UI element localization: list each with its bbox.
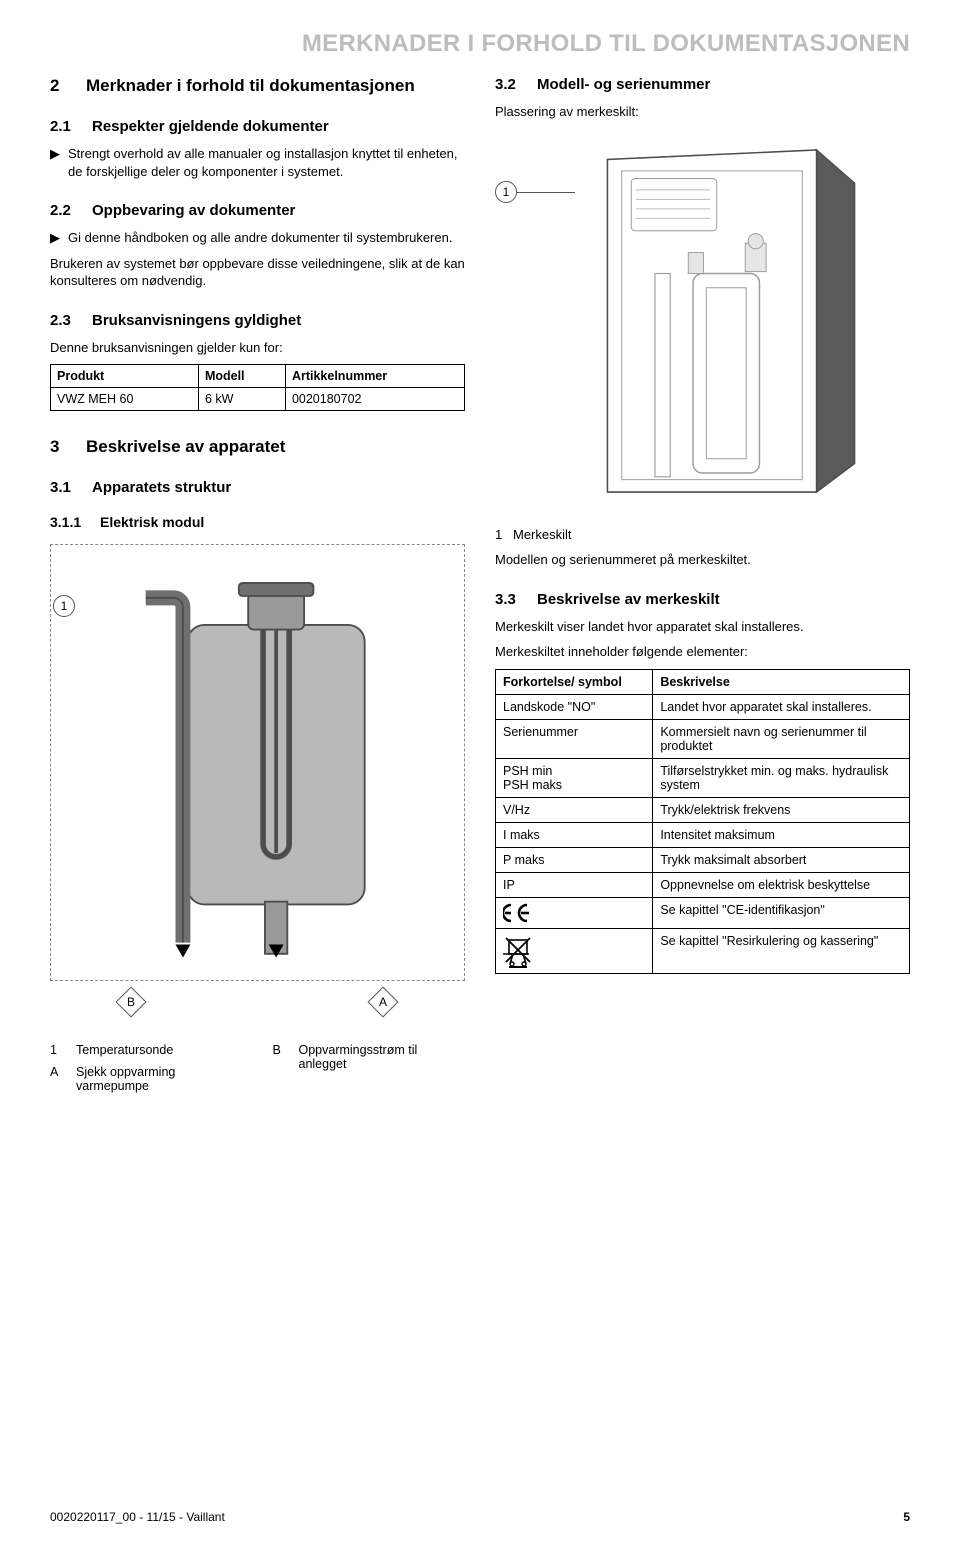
figure-ab-labels: B A [120, 991, 394, 1013]
table-cell: Serienummer [496, 719, 653, 758]
page-header: MERKNADER I FORHOLD TIL DOKUMENTASJONEN [50, 30, 910, 58]
triangle-icon: ▶ [50, 229, 68, 247]
electric-module-svg [61, 555, 454, 965]
weee-bin-icon [503, 934, 645, 968]
h3-text: Oppbevaring av dokumenter [92, 202, 295, 219]
table-row: V/HzTrykk/elektrisk frekvens [496, 797, 910, 822]
h3-text: Respekter gjeldende dokumenter [92, 118, 329, 135]
table-cell: VWZ MEH 60 [51, 388, 199, 411]
table-cell: Trykk/elektrisk frekvens [653, 797, 910, 822]
paragraph: Modellen og serienummeret på merkeskilte… [495, 551, 910, 569]
table-header: Forkortelse/ symbol [496, 669, 653, 694]
legend-item: 1Merkeskilt [495, 526, 910, 544]
h3-num: 3.3 [495, 591, 537, 608]
table-row: Se kapittel "CE-identifikasjon" [496, 897, 910, 928]
h2-text: Merknader i forhold til dokumentasjonen [86, 76, 415, 96]
section-3-heading: 3 Beskrivelse av apparatet [50, 437, 465, 457]
h4-text: Elektrisk modul [100, 514, 204, 530]
figure-legend: 1Temperatursonde ASjekk oppvarming varme… [50, 1043, 465, 1101]
table-cell: PSH min PSH maks [496, 758, 653, 797]
table-cell: Trykk maksimalt absorbert [653, 847, 910, 872]
footer-doc-id: 0020220117_00 - 11/15 - Vaillant [50, 1510, 225, 1524]
device-svg [495, 131, 910, 511]
table-cell: Kommersielt navn og serienummer til prod… [653, 719, 910, 758]
section-2-3-heading: 2.3 Bruksanvisningens gyldighet [50, 312, 465, 329]
table-row: IPOppnevnelse om elektrisk beskyttelse [496, 872, 910, 897]
table-header: Artikkelnummer [285, 365, 464, 388]
table-row: Landskode "NO"Landet hvor apparatet skal… [496, 694, 910, 719]
table-cell [496, 897, 653, 928]
table-row: PSH min PSH maksTilførselstrykket min. o… [496, 758, 910, 797]
paragraph: Plassering av merkeskilt: [495, 103, 910, 121]
ce-mark-icon [503, 903, 645, 923]
section-3-2-heading: 3.2 Modell- og serienummer [495, 76, 910, 93]
table-row: I maksIntensitet maksimum [496, 822, 910, 847]
h3-text: Bruksanvisningens gyldighet [92, 312, 301, 329]
table-row: SerienummerKommersielt navn og serienumm… [496, 719, 910, 758]
h3-text: Beskrivelse av merkeskilt [537, 591, 720, 608]
table-cell: Oppnevnelse om elektrisk beskyttelse [653, 872, 910, 897]
legend-item: BOppvarmingsstrøm til anlegget [273, 1043, 466, 1071]
footer-page-number: 5 [903, 1510, 910, 1524]
h3-text: Modell- og serienummer [537, 76, 710, 93]
table-cell: Landskode "NO" [496, 694, 653, 719]
h3-num: 2.3 [50, 312, 92, 329]
table-cell: I maks [496, 822, 653, 847]
h2-text: Beskrivelse av apparatet [86, 437, 285, 457]
table-row: P maksTrykk maksimalt absorbert [496, 847, 910, 872]
table-row: Se kapittel "Resirkulering og kassering" [496, 928, 910, 973]
device-figure: 1 [495, 131, 910, 516]
bullet-item: ▶ Gi denne håndboken og alle andre dokum… [50, 229, 465, 247]
section-2-2-heading: 2.2 Oppbevaring av dokumenter [50, 202, 465, 219]
table-cell: Landet hvor apparatet skal installeres. [653, 694, 910, 719]
nameplate-table: Forkortelse/ symbol Beskrivelse Landskod… [495, 669, 910, 974]
section-3-1-1-heading: 3.1.1 Elektrisk modul [50, 514, 465, 530]
section-2-1-heading: 2.1 Respekter gjeldende dokumenter [50, 118, 465, 135]
table-cell: Se kapittel "CE-identifikasjon" [653, 897, 910, 928]
table-cell: 0020180702 [285, 388, 464, 411]
paragraph: Merkeskiltet inneholder følgende element… [495, 643, 910, 661]
h3-num: 3.1 [50, 479, 92, 496]
bullet-text: Strengt overhold av alle manualer og ins… [68, 145, 465, 180]
legend-item: 1Temperatursonde [50, 1043, 243, 1057]
table-cell [496, 928, 653, 973]
table-cell: Se kapittel "Resirkulering og kassering" [653, 928, 910, 973]
table-header: Produkt [51, 365, 199, 388]
callout-1: 1 [495, 181, 517, 203]
table-cell: IP [496, 872, 653, 897]
electric-module-figure: 1 [50, 544, 465, 981]
h3-text: Apparatets struktur [92, 479, 231, 496]
table-cell: Tilførselstrykket min. og maks. hydrauli… [653, 758, 910, 797]
paragraph: Brukeren av systemet bør oppbevare disse… [50, 255, 465, 290]
table-cell: 6 kW [198, 388, 285, 411]
h3-num: 2.2 [50, 202, 92, 219]
bullet-text: Gi denne håndboken og alle andre dokumen… [68, 229, 452, 247]
table-row: VWZ MEH 60 6 kW 0020180702 [51, 388, 465, 411]
callout-line [517, 192, 575, 193]
table-header: Modell [198, 365, 285, 388]
h2-num: 3 [50, 437, 86, 457]
label-b-icon: B [115, 987, 146, 1018]
table-cell: V/Hz [496, 797, 653, 822]
section-3-1-heading: 3.1 Apparatets struktur [50, 479, 465, 496]
table-cell: Intensitet maksimum [653, 822, 910, 847]
triangle-icon: ▶ [50, 145, 68, 180]
label-a-icon: A [367, 987, 398, 1018]
table-header: Beskrivelse [653, 669, 910, 694]
paragraph: Merkeskilt viser landet hvor apparatet s… [495, 618, 910, 636]
h3-num: 2.1 [50, 118, 92, 135]
legend-item: ASjekk oppvarming varmepumpe [50, 1065, 243, 1093]
h2-num: 2 [50, 76, 86, 96]
section-3-3-heading: 3.3 Beskrivelse av merkeskilt [495, 591, 910, 608]
bullet-item: ▶ Strengt overhold av alle manualer og i… [50, 145, 465, 180]
product-table: Produkt Modell Artikkelnummer VWZ MEH 60… [50, 364, 465, 411]
section-2-heading: 2 Merknader i forhold til dokumentasjone… [50, 76, 465, 96]
h3-num: 3.2 [495, 76, 537, 93]
page-footer: 0020220117_00 - 11/15 - Vaillant 5 [50, 1510, 910, 1524]
h4-num: 3.1.1 [50, 514, 100, 530]
paragraph: Denne bruksanvisningen gjelder kun for: [50, 339, 465, 357]
table-cell: P maks [496, 847, 653, 872]
